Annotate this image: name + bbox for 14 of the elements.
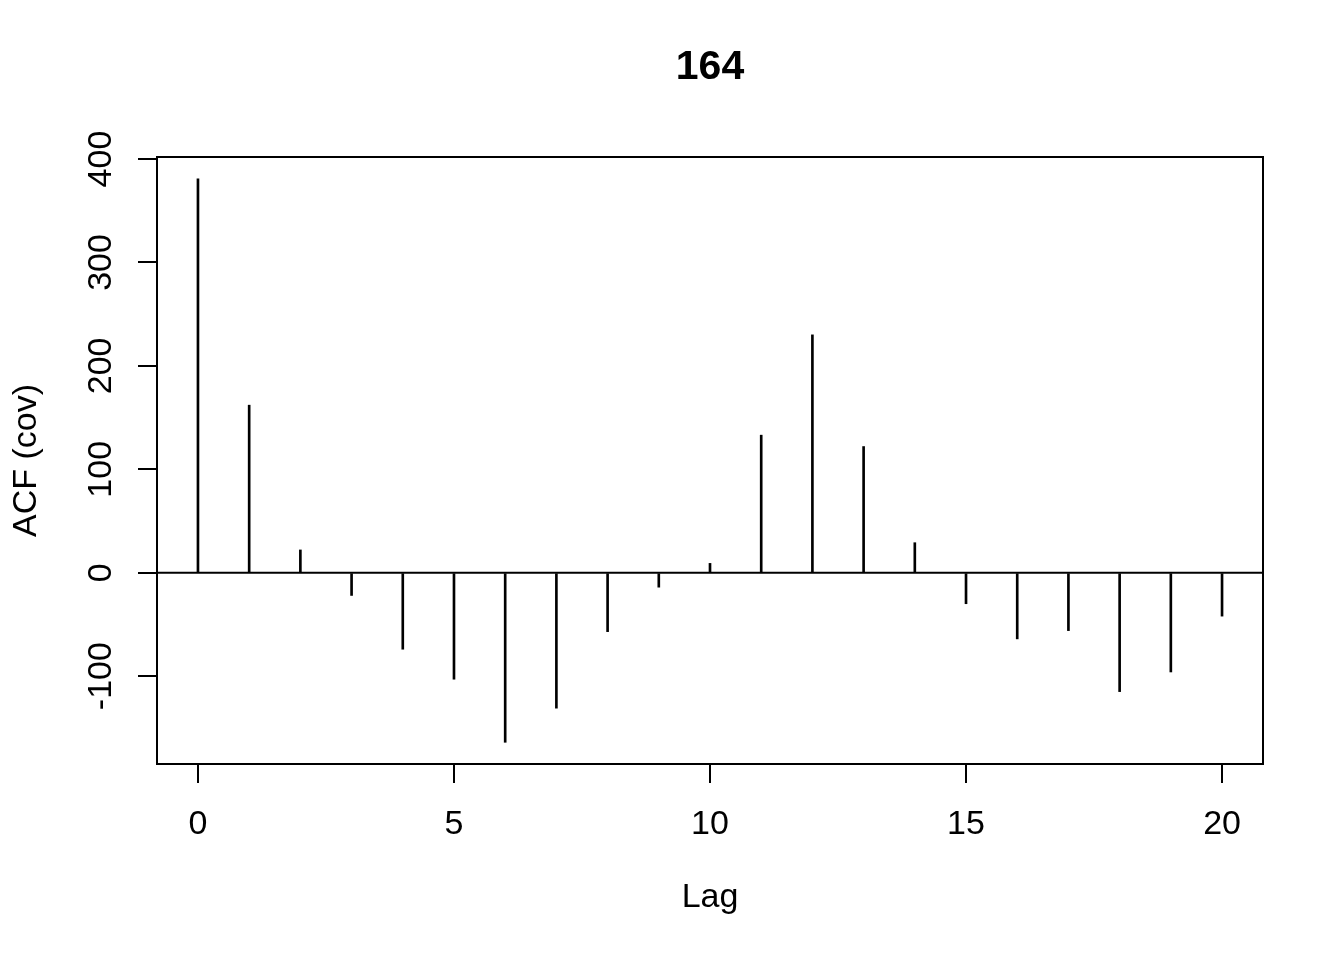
x-tick-label: 10: [691, 802, 729, 841]
chart-title: 164: [675, 41, 745, 88]
y-tick-label: 0: [80, 563, 119, 583]
y-tick-label: -100: [80, 642, 119, 711]
y-tick-label: 400: [80, 130, 119, 188]
x-tick-label: 15: [947, 802, 985, 841]
x-axis-title: Lag: [681, 875, 739, 914]
x-tick-label: 20: [1203, 802, 1241, 841]
y-tick-label: 100: [80, 440, 119, 498]
y-axis-title: ACF (cov): [4, 384, 43, 537]
x-tick-label: 5: [444, 802, 464, 841]
x-tick-label: 0: [188, 802, 208, 841]
y-tick-label: 200: [80, 337, 119, 395]
y-tick-label: 300: [80, 234, 119, 291]
